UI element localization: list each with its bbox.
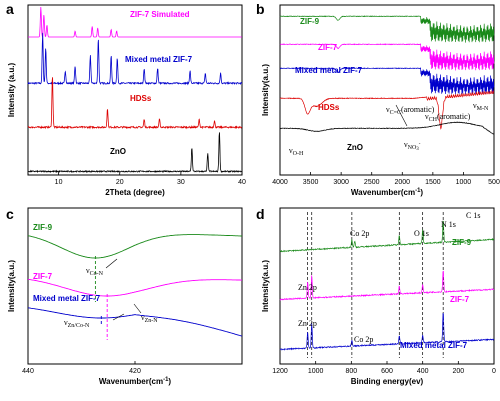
panel-a-curves	[27, 6, 243, 174]
panel-b-curves	[279, 15, 495, 135]
c-y-axis-label: Intensity(a.u.)	[7, 260, 16, 312]
d-peak-zn2p-mid: Zn 2p	[298, 283, 317, 292]
a-x-axis-label: 2Theta (degree)	[105, 188, 165, 197]
a-label-mixed-metal: Mixed metal ZIF-7	[125, 55, 193, 64]
a-series-mixed-metal-zif-7	[27, 32, 243, 86]
panel-c-letter: c	[6, 206, 14, 222]
d-label-zif7: ZIF-7	[450, 295, 470, 304]
c-series-zif-7	[27, 278, 242, 297]
panel-d-letter: d	[256, 206, 265, 222]
a-series-zno	[27, 132, 243, 174]
x-tick-label: 40	[238, 179, 246, 186]
b-annotation-mn: νM-N	[473, 101, 489, 112]
a-label-zno: ZnO	[110, 147, 126, 156]
d-x-axis-label: Binding energy(ev)	[351, 377, 424, 386]
b-y-axis-label: Intensity(a.u.)	[261, 64, 270, 116]
x-tick-label: 400	[417, 368, 429, 375]
panel-b-letter: b	[256, 1, 265, 17]
panel-c: c 440 420 ZIF-9 ZIF-7 Mixed metal ZIF-7 ν…	[6, 206, 243, 386]
x-tick-label: 420	[129, 368, 141, 375]
c-arrow-znn	[133, 303, 142, 314]
b-label-mixed-metal: Mixed metal ZIF-7	[295, 66, 363, 75]
x-tick-label: 1200	[272, 368, 288, 375]
x-tick-label: 0	[492, 368, 496, 375]
c-series-zif-9	[27, 234, 242, 259]
b-series-zno	[280, 121, 495, 135]
panel-a-frame	[27, 4, 243, 176]
panel-d: d 1200 1000 800 600 400 200 0 ZIF-9 ZIF-7 Mixe…	[256, 206, 496, 386]
b-label-zif7: ZIF-7	[318, 43, 338, 52]
x-tick-label: 3000	[333, 179, 349, 186]
d-series-zif-9	[279, 220, 495, 253]
d-series-mixed-metal-zif-7	[279, 312, 495, 351]
x-tick-label: 10	[55, 179, 63, 186]
d-peak-o1s: O 1s	[414, 229, 429, 238]
d-peak-co2p-top: Co 2p	[350, 229, 369, 238]
panel-a-letter: a	[6, 1, 14, 17]
x-tick-label: 600	[381, 368, 393, 375]
x-tick-label: 1000	[308, 368, 324, 375]
d-peak-c1s: C 1s	[466, 211, 480, 220]
c-label-zif7: ZIF-7	[33, 272, 53, 281]
panel-c-curves	[27, 234, 243, 340]
b-series-mixed-metal-zif-7	[279, 67, 495, 95]
c-x-axis-label: Wavenumber(cm-1)	[99, 377, 172, 386]
b-series-zif-9	[279, 15, 495, 43]
panel-c-ticks: 440 420	[22, 361, 141, 375]
panel-c-frame	[27, 207, 243, 365]
b-annotation-oh: νO-H	[289, 146, 304, 157]
panel-d-ticks: 1200 1000 800 600 400 200 0	[272, 361, 496, 375]
d-series-zif-7	[279, 270, 495, 301]
b-annotation-no3: νNO3-	[404, 140, 421, 152]
b-series-hdss	[279, 90, 495, 130]
x-tick-label: 2500	[364, 179, 380, 186]
b-label-hdss: HDSs	[318, 103, 340, 112]
a-label-hdss: HDSs	[130, 94, 152, 103]
d-peak-n1s: N 1s	[441, 220, 456, 229]
x-tick-label: 1500	[425, 179, 441, 186]
x-tick-label: 200	[452, 368, 464, 375]
c-annotation-znn: νZn-N	[141, 313, 158, 324]
d-peak-zn2p-bottom: Zn 2p	[298, 319, 317, 328]
c-series-mixed-metal-zif-7	[27, 307, 243, 337]
b-label-zif9: ZIF-9	[300, 17, 320, 26]
panel-a-ticks: 10 20 30 40	[55, 172, 246, 186]
a-series-hdss	[27, 77, 242, 130]
c-label-mixed-metal: Mixed metal ZIF-7	[33, 294, 101, 303]
a-y-axis-label: Intensity (a.u.)	[7, 63, 16, 118]
panel-b-ticks: 4000 3500 3000 2500 2000 1500 1000 500	[272, 172, 500, 186]
d-label-mixed-metal: Mixed metal ZIF-7	[400, 341, 468, 350]
x-tick-label: 2000	[394, 179, 410, 186]
c-annotation-znco: νZn/Co-N	[64, 318, 90, 329]
c-annotation-con: νCo-N	[86, 266, 104, 277]
a-label-zif7-simulated: ZIF-7 Simulated	[130, 10, 190, 19]
b-annotation-ch-aromatic: νCH(aromatic)	[425, 112, 471, 123]
d-peak-co2p-bottom: Co 2p	[354, 335, 373, 344]
x-tick-label: 440	[22, 368, 34, 375]
c-arrow-znco	[112, 313, 125, 321]
x-tick-label: 800	[345, 368, 357, 375]
panel-b: b 4000 3500 3000 2500 2000 1500 1000 500 ZIF-9 …	[256, 1, 500, 197]
b-label-zno: ZnO	[347, 143, 363, 152]
x-tick-label: 4000	[272, 179, 288, 186]
c-arrow-con	[105, 258, 118, 269]
x-tick-label: 500	[488, 179, 500, 186]
x-tick-label: 30	[177, 179, 185, 186]
d-y-axis-label: Intensity(a.u.)	[261, 260, 270, 312]
b-annotation-arrow	[395, 104, 408, 127]
a-series-zif-7-simulated	[28, 6, 242, 38]
b-annotation-cc-aromatic: νC=C(aromatic)	[386, 105, 435, 116]
panel-d-curves	[279, 220, 495, 351]
x-tick-label: 3500	[303, 179, 319, 186]
d-label-zif9: ZIF-9	[452, 238, 472, 247]
c-label-zif9: ZIF-9	[33, 223, 53, 232]
b-series-zif-7	[279, 43, 495, 71]
b-x-axis-label: Wavenumber(cm-1)	[351, 188, 424, 197]
panel-a: a 10 20 30 40 ZIF-7 Simulated Mixed metal Z…	[6, 1, 246, 197]
panel-b-frame	[279, 4, 495, 176]
x-tick-label: 20	[116, 179, 124, 186]
x-tick-label: 1000	[456, 179, 472, 186]
